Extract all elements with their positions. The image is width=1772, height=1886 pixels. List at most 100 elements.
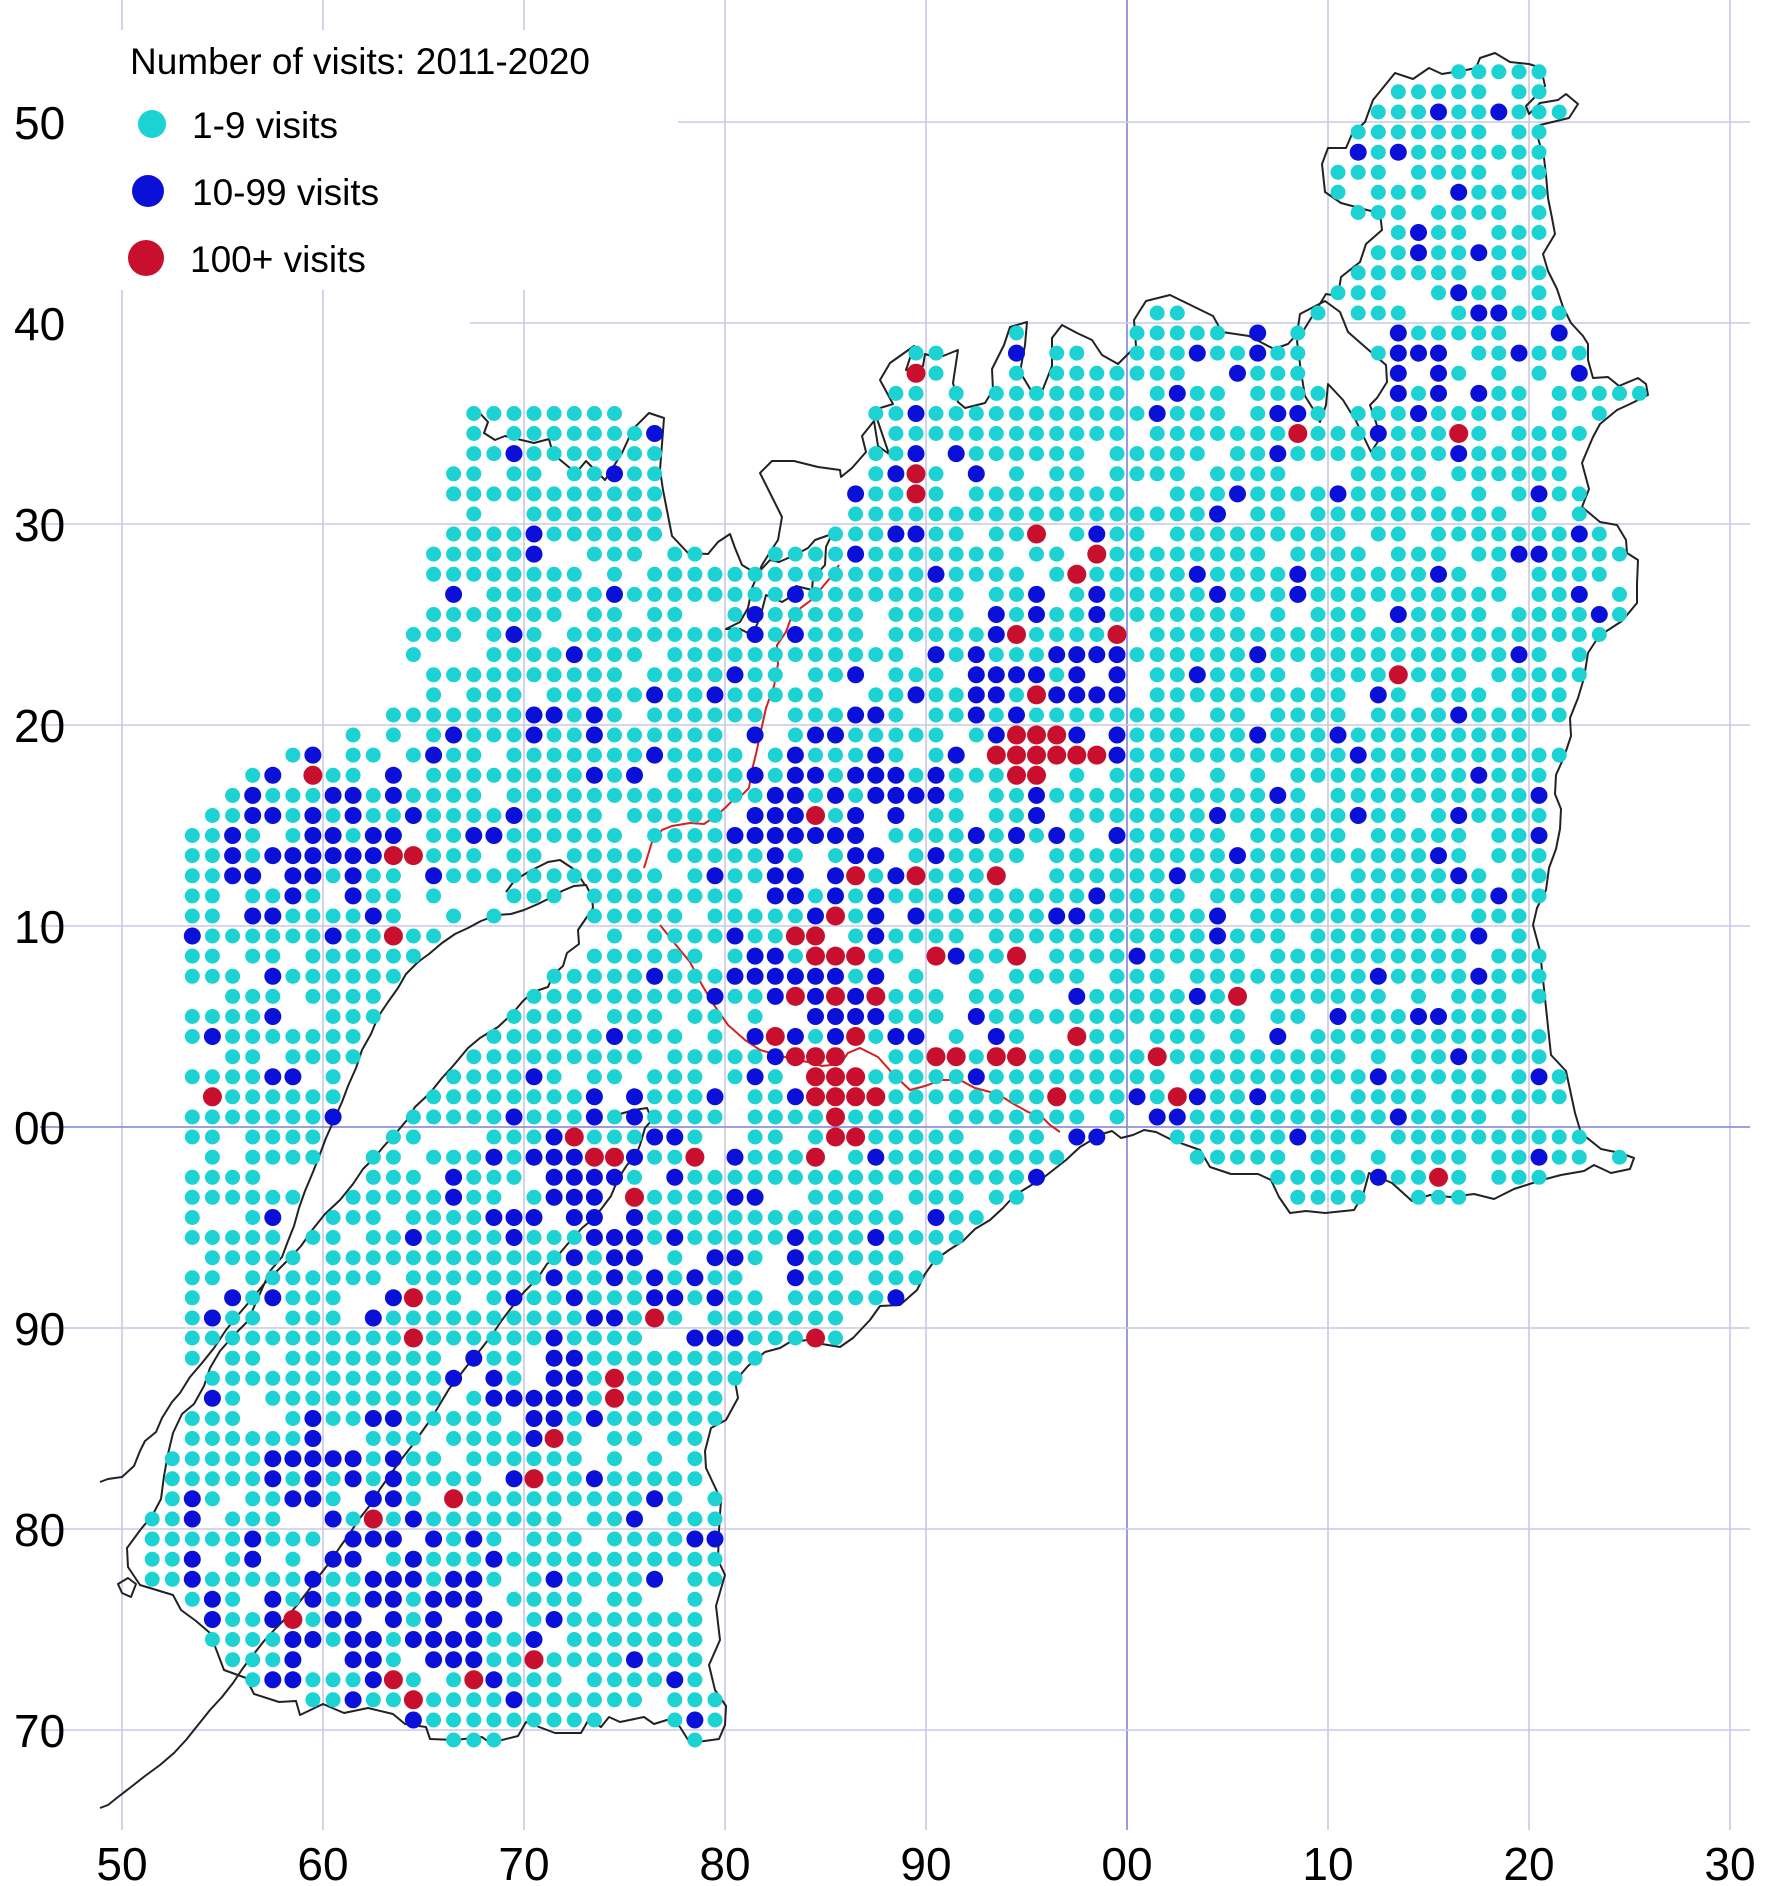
dot-1-9-visits [426, 1189, 442, 1205]
dot-1-9-visits [948, 1149, 964, 1165]
dot-1-9-visits [325, 1491, 341, 1507]
dot-1-9-visits [245, 1330, 261, 1346]
dot-10-99-visits [786, 1269, 804, 1287]
dot-1-9-visits [1049, 486, 1065, 502]
dot-1-9-visits [727, 988, 743, 1004]
dot-1-9-visits [466, 1551, 482, 1567]
dot-1-9-visits [888, 888, 904, 904]
dot-1-9-visits [687, 1451, 703, 1467]
dot-1-9-visits [486, 627, 502, 642]
dot-1-9-visits [707, 647, 723, 663]
dot-1-9-visits [225, 1411, 241, 1426]
dot-1-9-visits [948, 426, 964, 441]
dot-1-9-visits [586, 1692, 602, 1708]
dot-1-9-visits [184, 1009, 200, 1024]
dot-1-9-visits [365, 1189, 381, 1205]
dot-1-9-visits [928, 727, 944, 743]
dot-10-99-visits [1249, 324, 1267, 342]
dot-10-99-visits [404, 1711, 422, 1729]
dot-1-9-visits [828, 627, 843, 642]
dot-1-9-visits [808, 586, 823, 602]
dot-1-9-visits [466, 687, 482, 703]
dot-10-99-visits [585, 1309, 603, 1327]
dot-1-9-visits [466, 727, 482, 743]
dot-1-9-visits [385, 1390, 401, 1406]
dot-1-9-visits [225, 1471, 241, 1487]
dot-1-9-visits [1431, 124, 1446, 140]
dot-1-9-visits [1109, 767, 1125, 783]
dot-1-9-visits [365, 1471, 381, 1487]
dot-1-9-visits [627, 1330, 642, 1346]
dot-1-9-visits [948, 1169, 964, 1185]
dot-10-99-visits [807, 987, 824, 1005]
dot-1-9-visits [647, 828, 663, 843]
dot-1-9-visits [687, 647, 703, 663]
dot-1-9-visits [808, 1189, 823, 1205]
dot-1-9-visits [1411, 627, 1426, 642]
dot-10-99-visits [766, 887, 784, 905]
dot-1-9-visits [1250, 1129, 1266, 1145]
dot-1-9-visits [204, 808, 220, 823]
dot-1-9-visits [426, 1692, 442, 1708]
dot-1-9-visits [586, 808, 602, 823]
dot-100-plus-visits [806, 946, 825, 966]
dot-10-99-visits [1048, 907, 1066, 925]
dot-1-9-visits [1411, 184, 1426, 200]
dot-1-9-visits [1310, 1129, 1326, 1145]
dot-1-9-visits [647, 787, 663, 803]
dot-10-99-visits [666, 1229, 684, 1246]
dot-1-9-visits [1169, 1129, 1185, 1145]
dot-1-9-visits [204, 1270, 220, 1286]
dot-1-9-visits [627, 888, 642, 904]
dot-1-9-visits [1531, 104, 1547, 120]
dot-1-9-visits [1270, 365, 1286, 381]
dot-1-9-visits [1431, 968, 1446, 984]
dot-1-9-visits [948, 1230, 964, 1245]
dot-1-9-visits [325, 1290, 341, 1306]
dot-1-9-visits [1390, 406, 1406, 421]
dot-1-9-visits [888, 1049, 904, 1065]
dot-1-9-visits [1069, 506, 1085, 522]
dot-1-9-visits [285, 828, 301, 843]
dot-10-99-visits [344, 1651, 362, 1669]
dot-10-99-visits [1028, 606, 1045, 623]
dot-1-9-visits [385, 1692, 401, 1708]
dot-10-99-visits [967, 686, 985, 704]
dot-1-9-visits [908, 1169, 924, 1185]
dot-1-9-visits [1551, 586, 1567, 602]
dot-1-9-visits [405, 1390, 421, 1406]
dot-1-9-visits [586, 1330, 602, 1346]
dot-1-9-visits [1310, 566, 1326, 582]
dot-1-9-visits [1029, 707, 1044, 723]
dot-10-99-visits [706, 1530, 724, 1548]
dot-1-9-visits [1370, 345, 1386, 361]
dot-1-9-visits [446, 1069, 462, 1085]
dot-1-9-visits [968, 988, 984, 1004]
dot-1-9-visits [1431, 808, 1446, 823]
dot-10-99-visits [304, 847, 322, 865]
dot-10-99-visits [1128, 947, 1146, 965]
dot-10-99-visits [384, 1530, 402, 1548]
dot-1-9-visits [1491, 566, 1507, 582]
dot-1-9-visits [667, 1411, 683, 1426]
dot-10-99-visits [706, 1329, 724, 1347]
dot-1-9-visits [1411, 506, 1426, 522]
dot-1-9-visits [1370, 828, 1386, 843]
dot-10-99-visits [425, 1590, 443, 1608]
dot-1-9-visits [607, 426, 622, 441]
dot-1-9-visits [1149, 787, 1165, 803]
dot-1-9-visits [1169, 848, 1185, 864]
dot-1-9-visits [1350, 406, 1366, 421]
dot-1-9-visits [627, 486, 642, 502]
dot-1-9-visits [1189, 647, 1205, 663]
dot-1-9-visits [707, 1551, 723, 1567]
dot-1-9-visits [1531, 526, 1547, 542]
dot-1-9-visits [1169, 607, 1185, 622]
dot-1-9-visits [888, 385, 904, 401]
dot-1-9-visits [1109, 928, 1125, 944]
dot-1-9-visits [1571, 1129, 1587, 1145]
dot-1-9-visits [1471, 526, 1487, 542]
dot-1-9-visits [647, 667, 663, 683]
dot-1-9-visits [707, 767, 723, 783]
dot-1-9-visits [184, 828, 200, 843]
